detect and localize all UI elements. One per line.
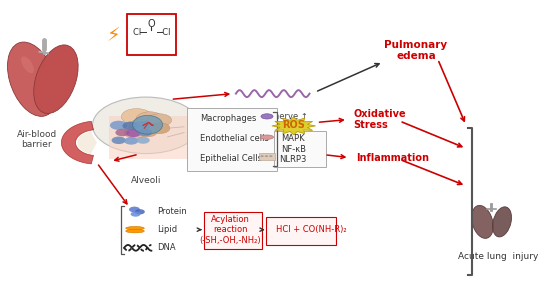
Polygon shape (272, 117, 316, 135)
Circle shape (92, 97, 199, 154)
Text: Alveoli: Alveoli (131, 176, 161, 185)
Text: Protein: Protein (157, 207, 186, 216)
Text: Lipid: Lipid (157, 225, 177, 234)
Text: Oxidative
Stress: Oxidative Stress (353, 109, 406, 130)
Text: Cl        Cl: Cl Cl (133, 28, 170, 37)
Circle shape (112, 136, 126, 144)
Circle shape (135, 209, 145, 214)
Circle shape (122, 109, 152, 125)
Circle shape (149, 123, 170, 134)
FancyBboxPatch shape (127, 14, 176, 55)
FancyBboxPatch shape (266, 217, 336, 245)
Circle shape (138, 129, 152, 136)
Circle shape (265, 155, 268, 157)
FancyBboxPatch shape (204, 212, 262, 249)
Ellipse shape (471, 205, 493, 238)
Circle shape (123, 122, 139, 130)
Circle shape (126, 129, 141, 137)
Text: Acute lung  injury: Acute lung injury (458, 252, 538, 261)
Polygon shape (62, 121, 94, 164)
Circle shape (138, 127, 157, 137)
Circle shape (124, 127, 146, 138)
Ellipse shape (8, 42, 57, 116)
Ellipse shape (493, 207, 512, 237)
Text: Inflammation: Inflammation (356, 153, 429, 164)
Circle shape (124, 137, 138, 145)
Text: DNA: DNA (157, 243, 175, 252)
Circle shape (116, 129, 130, 136)
Ellipse shape (126, 226, 144, 230)
Circle shape (134, 121, 151, 130)
Text: vagus nerve ↑: vagus nerve ↑ (246, 112, 308, 121)
Text: Macrophages: Macrophages (200, 113, 257, 123)
Text: Endothelial cells: Endothelial cells (200, 134, 270, 143)
Circle shape (147, 114, 172, 127)
Circle shape (140, 120, 166, 134)
Ellipse shape (261, 135, 273, 139)
FancyBboxPatch shape (187, 108, 277, 171)
Text: Acylation
reaction
(-SH,-OH,-NH₂): Acylation reaction (-SH,-OH,-NH₂) (200, 215, 261, 244)
Ellipse shape (133, 115, 163, 134)
Circle shape (261, 155, 263, 157)
Text: Pulmonary
edema: Pulmonary edema (384, 40, 448, 61)
Circle shape (136, 137, 150, 144)
Text: O: O (147, 19, 155, 29)
FancyBboxPatch shape (109, 116, 191, 159)
Text: ⚡: ⚡ (106, 26, 120, 45)
Circle shape (131, 212, 140, 217)
Circle shape (136, 112, 163, 126)
Ellipse shape (34, 45, 78, 113)
Circle shape (129, 207, 140, 212)
Ellipse shape (126, 229, 144, 233)
Text: Epithelial Cells: Epithelial Cells (200, 154, 262, 163)
Text: ROS: ROS (282, 120, 305, 130)
Circle shape (129, 120, 153, 132)
Circle shape (269, 155, 272, 157)
Ellipse shape (261, 114, 273, 119)
Polygon shape (78, 131, 97, 154)
Circle shape (110, 121, 128, 130)
Text: MAPK
NF-κB
NLRP3: MAPK NF-κB NLRP3 (279, 134, 307, 164)
FancyBboxPatch shape (260, 153, 274, 160)
Text: Air-blood
barrier: Air-blood barrier (16, 130, 57, 150)
Ellipse shape (21, 56, 34, 73)
Text: HCl + CO(NH-R)₂: HCl + CO(NH-R)₂ (276, 225, 346, 234)
FancyBboxPatch shape (273, 130, 326, 167)
